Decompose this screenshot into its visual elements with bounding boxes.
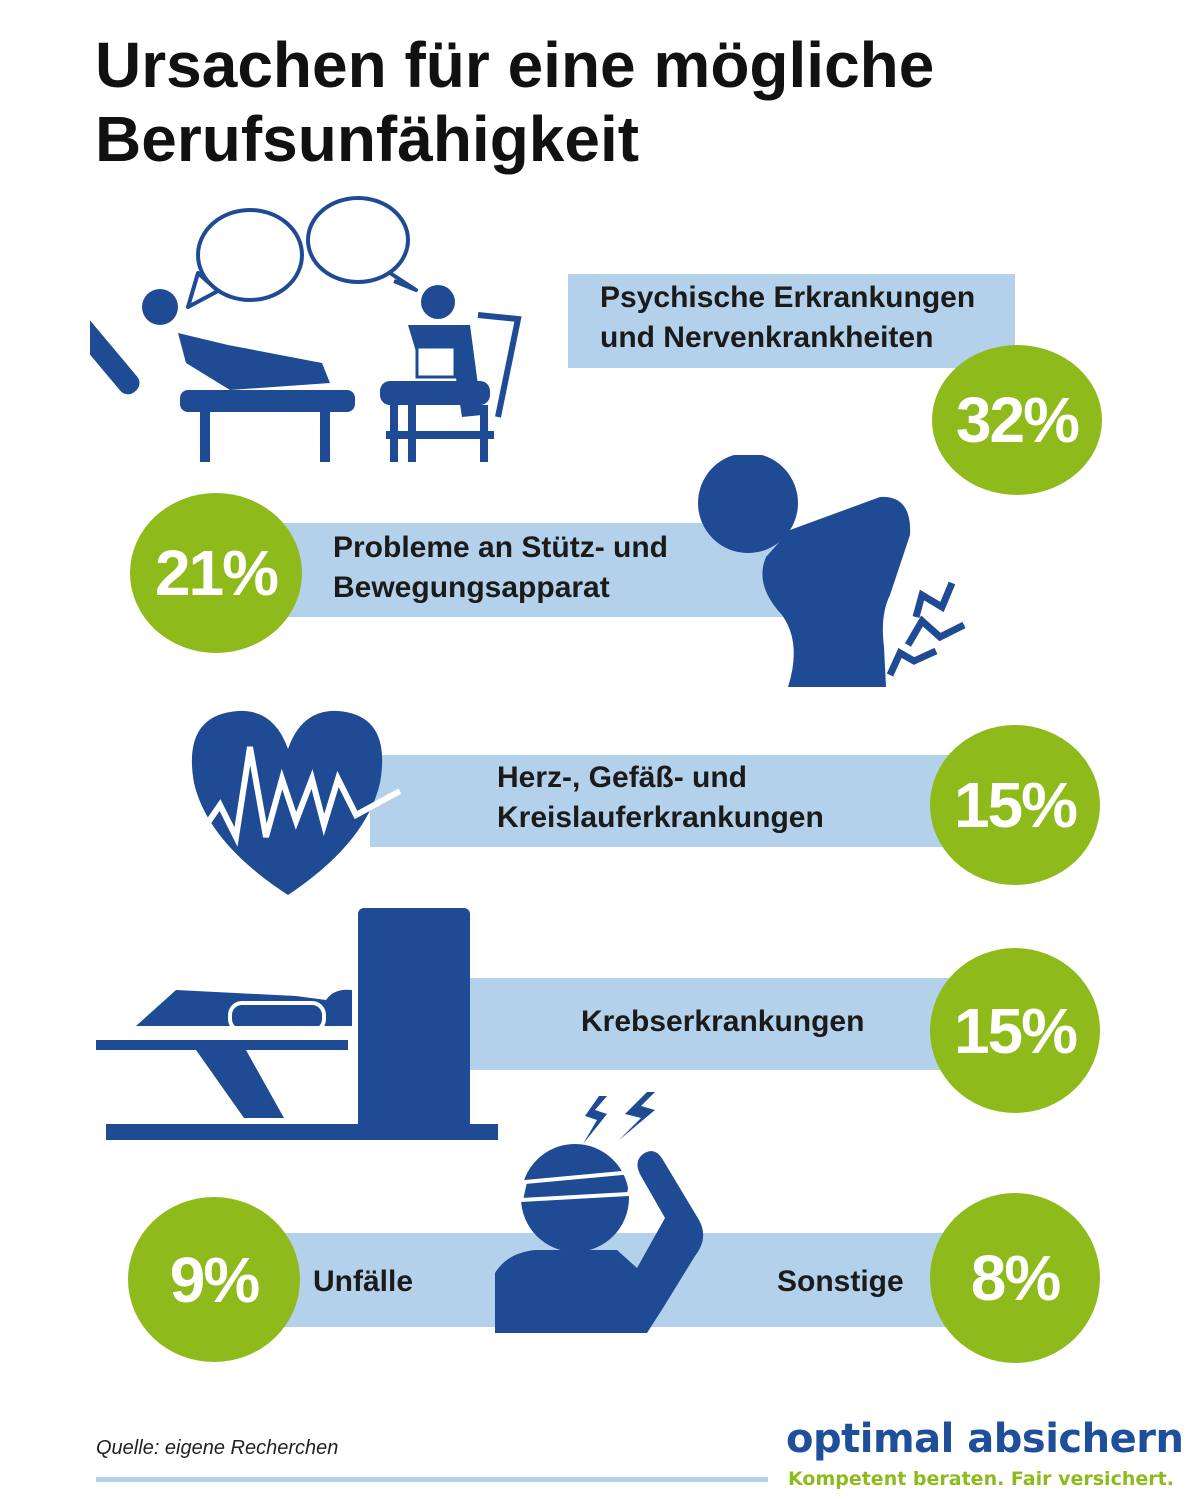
radiation-therapy-icon	[96, 908, 498, 1140]
label-herz-line2: Kreislauferkrankungen	[497, 801, 824, 834]
value-unfaelle: 9%	[128, 1197, 300, 1362]
source-note: Quelle: eigene Recherchen	[96, 1437, 339, 1459]
label-bewegung-line2: Bewegungsapparat	[333, 571, 610, 604]
label-unfaelle: Unfälle	[313, 1265, 414, 1298]
band-herz	[370, 755, 970, 847]
head-injury-icon	[495, 1092, 704, 1333]
band-krebs	[470, 978, 970, 1070]
back-pain-icon	[698, 455, 966, 687]
footer-divider	[96, 1477, 768, 1482]
band-bewegung	[280, 523, 790, 617]
label-psychisch-line1: Psychische Erkrankungen	[600, 281, 976, 314]
brand-tagline: Kompetent beraten. Fair versichert.	[788, 1468, 1174, 1490]
label-krebs: Krebserkrankungen	[581, 1005, 865, 1038]
brand-name: optimal absichern	[786, 1416, 1184, 1462]
label-bewegung-line1: Probleme an Stütz- und	[333, 531, 669, 564]
value-herz: 15%	[930, 725, 1100, 885]
label-sonstige: Sonstige	[777, 1265, 904, 1298]
heart-pulse-icon	[191, 710, 402, 895]
value-psychisch: 32%	[932, 345, 1102, 495]
page-title: Ursachen für eine mögliche Berufsunfähig…	[95, 29, 935, 175]
value-sonstige: 8%	[930, 1193, 1100, 1363]
brand-logo: optimal absichern Kompetent beraten. Fai…	[778, 1412, 1200, 1500]
value-bewegung: 21%	[130, 493, 302, 653]
label-psychisch-line2: und Nervenkrankheiten	[600, 321, 934, 354]
band-psychisch	[568, 274, 1015, 368]
label-herz-line1: Herz-, Gefäß- und	[497, 761, 748, 794]
value-krebs: 15%	[930, 948, 1100, 1113]
therapy-session-icon	[90, 196, 522, 462]
